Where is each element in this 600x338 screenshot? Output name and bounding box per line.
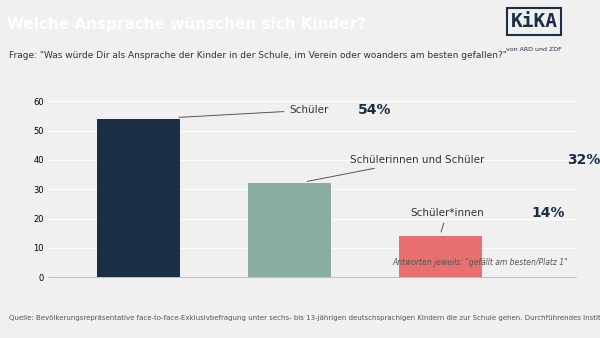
Text: 32%: 32%	[567, 153, 600, 167]
Text: von ARD und ZDF: von ARD und ZDF	[506, 47, 562, 52]
Text: Quelle: Bevölkerungsrepräsentative face-to-face-Exklusivbefragung unter sechs- b: Quelle: Bevölkerungsrepräsentative face-…	[9, 315, 600, 321]
Text: Welche Ansprache wünschen sich Kinder?: Welche Ansprache wünschen sich Kinder?	[7, 17, 366, 32]
Bar	[399, 236, 482, 277]
Text: 14%: 14%	[532, 206, 565, 220]
Bar	[248, 184, 331, 277]
Text: Schüler*innen: Schüler*innen	[410, 208, 484, 232]
Text: KiKA: KiKA	[511, 12, 557, 31]
Text: Schüler: Schüler	[179, 105, 329, 117]
Text: 54%: 54%	[358, 103, 392, 117]
Text: Frage: "Was würde Dir als Ansprache der Kinder in der Schule, im Verein oder woa: Frage: "Was würde Dir als Ansprache der …	[9, 51, 507, 60]
Text: Schülerinnen und Schüler: Schülerinnen und Schüler	[307, 155, 484, 182]
Bar	[97, 119, 180, 277]
Text: Antworten jeweils: "gefällt am besten/Platz 1": Antworten jeweils: "gefällt am besten/Pl…	[393, 258, 568, 267]
